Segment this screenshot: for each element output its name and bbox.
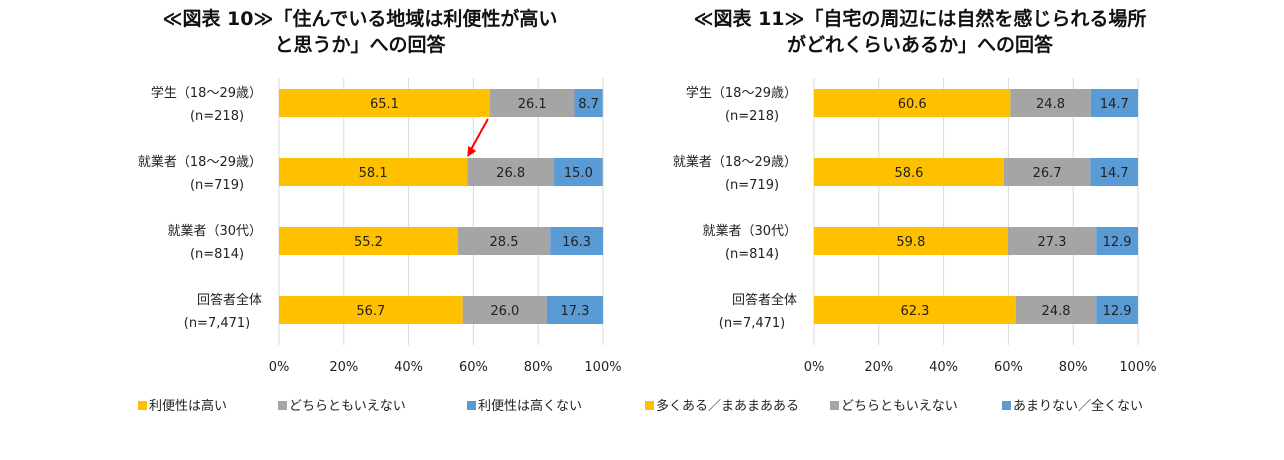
chart-2-data-label: 60.6: [898, 97, 927, 112]
chart-1-x-tick-label: 20%: [329, 360, 358, 375]
chart-1-data-label: 65.1: [370, 97, 399, 112]
chart-1-data-label: 58.1: [359, 166, 388, 181]
chart-1-data-label: 28.5: [490, 235, 519, 250]
chart-2-bar-segment: [1090, 89, 1138, 117]
chart-1-legend-label: どちらともいえない: [289, 399, 406, 414]
chart-2-data-label: 24.8: [1036, 97, 1065, 112]
chart-1-category-label: 就業者（18〜29歳）: [138, 154, 262, 170]
chart-1-category-n: (n=218): [190, 109, 244, 124]
chart-2-legend-label: どちらともいえない: [841, 399, 958, 414]
chart-1-bar-segment: [279, 89, 490, 117]
chart-2-category-n: (n=814): [725, 247, 779, 262]
chart-1-bar-segment: [574, 89, 603, 117]
chart-1-bar-segment: [554, 158, 603, 186]
chart-1-data-label: 17.3: [560, 304, 589, 319]
chart-1-category-label: 就業者（30代）: [167, 223, 262, 239]
chart-2-data-label: 12.9: [1103, 235, 1132, 250]
chart-2-title: ≪図表 11≫「自宅の周辺には自然を感じられる場所 がどれくらいあるか」への回答: [640, 6, 1200, 58]
chart-2-bar-segment: [814, 296, 1016, 324]
chart-1-data-label: 16.3: [562, 235, 591, 250]
chart-1-bar-segment: [462, 296, 547, 324]
chart-2-data-label: 12.9: [1103, 304, 1132, 319]
chart-2-category-n: (n=218): [725, 109, 779, 124]
chart-1-category-n: (n=814): [190, 247, 244, 262]
chart-2-data-label: 27.3: [1038, 235, 1067, 250]
chart-1-legend-swatch: [467, 401, 476, 410]
chart-2-bar-segment: [1096, 296, 1138, 324]
chart-1-annotation-arrow-head: [467, 146, 477, 157]
chart-2-category-n: (n=7,471): [719, 316, 786, 331]
chart-2-bar-segment: [1007, 227, 1097, 255]
chart-1-legend-label: 利便性は高い: [149, 398, 227, 414]
chart-1-category-n: (n=719): [190, 178, 244, 193]
chart-2-x-tick-label: 20%: [864, 360, 893, 375]
chart-2-title-line2: がどれくらいあるか」への回答: [786, 34, 1053, 56]
chart-1-legend-swatch: [278, 401, 287, 410]
chart-2-bar-segment: [814, 158, 1004, 186]
chart-2-legend-swatch: [1002, 401, 1011, 410]
chart-1-category-n: (n=7,471): [184, 316, 251, 331]
chart-1-data-label: 56.7: [356, 304, 385, 319]
chart-2-data-label: 58.6: [894, 166, 923, 181]
chart-1-bar-segment: [457, 227, 551, 255]
chart-2-legend-label: あまりない／全くない: [1013, 398, 1143, 414]
chart-1-x-tick-label: 40%: [394, 360, 423, 375]
chart-1-data-label: 55.2: [354, 235, 383, 250]
chart-2-data-label: 62.3: [900, 304, 929, 319]
chart-2-bar-segment: [1015, 296, 1097, 324]
chart-2-data-label: 14.7: [1100, 166, 1129, 181]
chart-1-data-label: 26.1: [518, 97, 547, 112]
chart-1-data-label: 26.0: [490, 304, 519, 319]
chart-2-bar-segment: [1096, 227, 1138, 255]
chart-2-category-label: 就業者（18〜29歳）: [673, 154, 797, 170]
chart-1-title-line2: と思うか」への回答: [274, 34, 446, 56]
chart-2-x-tick-label: 40%: [929, 360, 958, 375]
chart-1-bar-segment: [550, 227, 603, 255]
chart-1-data-label: 26.8: [496, 166, 525, 181]
chart-2-data-label: 26.7: [1033, 166, 1062, 181]
chart-1-title-line1: ≪図表 10≫「住んでいる地域は利便性が高い: [162, 8, 558, 30]
chart-2-bar-segment: [814, 227, 1008, 255]
chart-1-annotation-arrow-line: [470, 118, 489, 150]
chart-2-legend-label: 多くある／まあまあある: [656, 398, 799, 414]
chart-2-data-label: 24.8: [1042, 304, 1071, 319]
chart-2-bar-segment: [814, 89, 1011, 117]
chart-1-legend-swatch: [138, 401, 147, 410]
chart-2-title-line1: ≪図表 11≫「自宅の周辺には自然を感じられる場所: [693, 8, 1147, 30]
chart-2-category-label: 回答者全体: [732, 292, 797, 308]
chart-1-data-label: 15.0: [564, 166, 593, 181]
chart-2-category-label: 学生（18〜29歳）: [686, 85, 797, 101]
chart-1-x-tick-label: 0%: [269, 360, 290, 375]
chart-1-legend-label: 利便性は高くない: [478, 398, 582, 414]
chart-1-bar-segment: [279, 227, 458, 255]
chart-1-bar-segment: [279, 296, 463, 324]
chart-2-category-n: (n=719): [725, 178, 779, 193]
chart-1-category-label: 回答者全体: [197, 292, 262, 308]
chart-1-x-tick-label: 80%: [524, 360, 553, 375]
chart-1-x-tick-label: 60%: [459, 360, 488, 375]
chart-2-bar-segment: [1090, 158, 1138, 186]
chart-2-x-tick-label: 100%: [1119, 360, 1156, 375]
chart-1-bar-segment: [546, 296, 603, 324]
chart-2-x-tick-label: 0%: [804, 360, 825, 375]
chart-2-data-label: 59.8: [896, 235, 925, 250]
chart-2-legend-swatch: [645, 401, 654, 410]
chart-1-title: ≪図表 10≫「住んでいる地域は利便性が高い と思うか」への回答: [100, 6, 620, 58]
chart-1-category-label: 学生（18〜29歳）: [151, 85, 262, 101]
chart-2-bar-segment: [1003, 158, 1091, 186]
chart-2-category-label: 就業者（30代）: [702, 223, 797, 239]
chart-1-bar-segment: [467, 158, 555, 186]
chart-2-x-tick-label: 80%: [1059, 360, 1088, 375]
chart-2-data-label: 14.7: [1100, 97, 1129, 112]
chart-2-x-tick-label: 60%: [994, 360, 1023, 375]
chart-1-bar-segment: [279, 158, 468, 186]
chart-1-data-label: 8.7: [578, 97, 599, 112]
chart-1-bar-segment: [489, 89, 575, 117]
chart-2-legend-swatch: [830, 401, 839, 410]
chart-1-x-tick-label: 100%: [584, 360, 621, 375]
chart-2-bar-segment: [1010, 89, 1091, 117]
